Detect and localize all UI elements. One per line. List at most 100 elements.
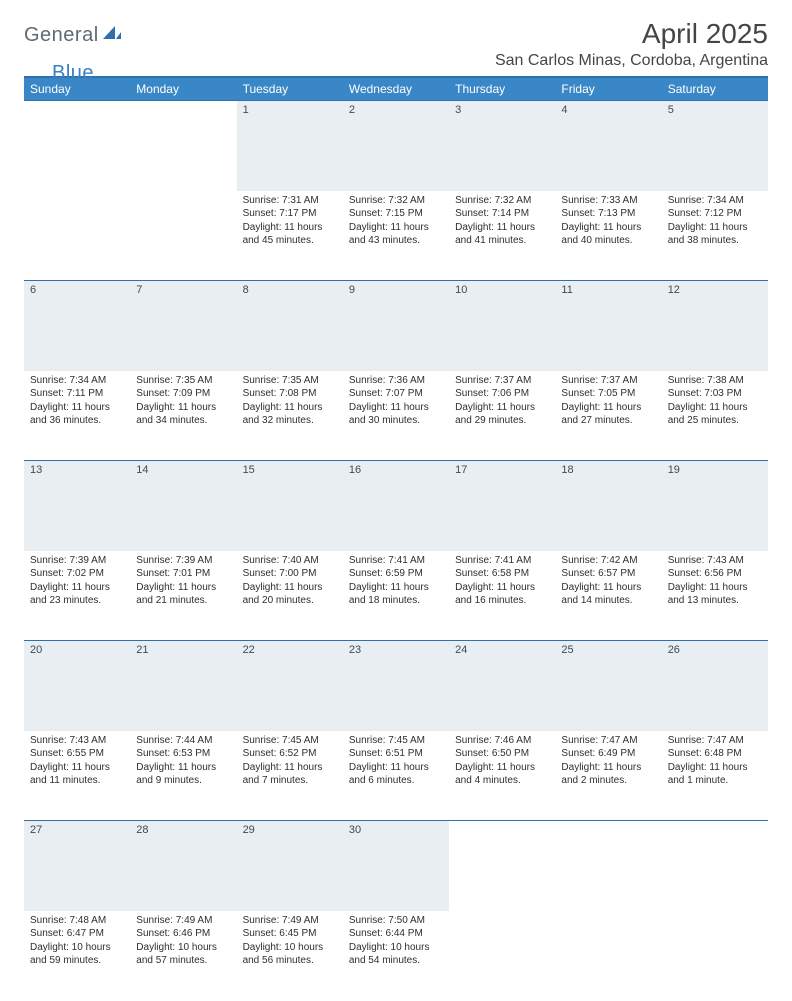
day-number-cell: 21 [130, 641, 236, 731]
day-number: 21 [130, 641, 236, 660]
day-cell-body: Sunrise: 7:41 AMSunset: 6:58 PMDaylight:… [449, 551, 555, 614]
day-cell-body: Sunrise: 7:49 AMSunset: 6:46 PMDaylight:… [130, 911, 236, 974]
day-cell: Sunrise: 7:48 AMSunset: 6:47 PMDaylight:… [24, 911, 130, 1001]
sunset-text: Sunset: 6:46 PM [136, 927, 230, 941]
day-number-cell: 30 [343, 821, 449, 911]
sunrise-text: Sunrise: 7:37 AM [561, 374, 655, 388]
daylight-text: Daylight: 11 hours and 34 minutes. [136, 401, 230, 428]
daylight-text: Daylight: 11 hours and 1 minute. [668, 761, 762, 788]
day-cell: Sunrise: 7:32 AMSunset: 7:15 PMDaylight:… [343, 191, 449, 281]
brand-sail-icon [102, 24, 122, 47]
daylight-text: Daylight: 11 hours and 25 minutes. [668, 401, 762, 428]
day-number: 11 [555, 281, 661, 300]
day-number: 28 [130, 821, 236, 840]
day-number: 22 [237, 641, 343, 660]
day-cell: Sunrise: 7:34 AMSunset: 7:12 PMDaylight:… [662, 191, 768, 281]
day-cell-body: Sunrise: 7:47 AMSunset: 6:49 PMDaylight:… [555, 731, 661, 794]
day-cell-body: Sunrise: 7:48 AMSunset: 6:47 PMDaylight:… [24, 911, 130, 974]
brand-logo: General [24, 18, 124, 47]
day-number-cell: 14 [130, 461, 236, 551]
daylight-text: Daylight: 11 hours and 20 minutes. [243, 581, 337, 608]
sunset-text: Sunset: 7:00 PM [243, 567, 337, 581]
day-number: 5 [662, 101, 768, 120]
sunset-text: Sunset: 7:11 PM [30, 387, 124, 401]
sunset-text: Sunset: 6:58 PM [455, 567, 549, 581]
sunrise-text: Sunrise: 7:31 AM [243, 194, 337, 208]
day-number: 1 [237, 101, 343, 120]
day-number-cell: 26 [662, 641, 768, 731]
day-number: 15 [237, 461, 343, 480]
day-header: Friday [555, 78, 661, 101]
day-number: 20 [24, 641, 130, 660]
day-cell: Sunrise: 7:40 AMSunset: 7:00 PMDaylight:… [237, 551, 343, 641]
daylight-text: Daylight: 11 hours and 23 minutes. [30, 581, 124, 608]
sunset-text: Sunset: 7:09 PM [136, 387, 230, 401]
day-cell: Sunrise: 7:33 AMSunset: 7:13 PMDaylight:… [555, 191, 661, 281]
sunset-text: Sunset: 7:14 PM [455, 207, 549, 221]
day-number-cell: 12 [662, 281, 768, 371]
day-cell-body: Sunrise: 7:34 AMSunset: 7:11 PMDaylight:… [24, 371, 130, 434]
day-cell-body: Sunrise: 7:33 AMSunset: 7:13 PMDaylight:… [555, 191, 661, 254]
day-cell: Sunrise: 7:32 AMSunset: 7:14 PMDaylight:… [449, 191, 555, 281]
daylight-text: Daylight: 11 hours and 2 minutes. [561, 761, 655, 788]
day-number: 2 [343, 101, 449, 120]
day-cell [662, 911, 768, 1001]
daylight-text: Daylight: 11 hours and 13 minutes. [668, 581, 762, 608]
day-number: 23 [343, 641, 449, 660]
day-cell-body: Sunrise: 7:34 AMSunset: 7:12 PMDaylight:… [662, 191, 768, 254]
daylight-text: Daylight: 11 hours and 16 minutes. [455, 581, 549, 608]
day-cell: Sunrise: 7:49 AMSunset: 6:45 PMDaylight:… [237, 911, 343, 1001]
day-number-cell: 3 [449, 101, 555, 191]
sunrise-text: Sunrise: 7:47 AM [561, 734, 655, 748]
sunrise-text: Sunrise: 7:49 AM [136, 914, 230, 928]
day-number: 6 [24, 281, 130, 300]
day-cell-body: Sunrise: 7:46 AMSunset: 6:50 PMDaylight:… [449, 731, 555, 794]
daylight-text: Daylight: 11 hours and 36 minutes. [30, 401, 124, 428]
daylight-text: Daylight: 11 hours and 9 minutes. [136, 761, 230, 788]
day-number-cell: 7 [130, 281, 236, 371]
sunset-text: Sunset: 6:45 PM [243, 927, 337, 941]
day-cell-body: Sunrise: 7:47 AMSunset: 6:48 PMDaylight:… [662, 731, 768, 794]
sunrise-text: Sunrise: 7:49 AM [243, 914, 337, 928]
day-number: 13 [24, 461, 130, 480]
week-daynum-row: 13141516171819 [24, 461, 768, 551]
day-cell: Sunrise: 7:38 AMSunset: 7:03 PMDaylight:… [662, 371, 768, 461]
header: General April 2025 San Carlos Minas, Cor… [24, 18, 768, 70]
calendar-page: General April 2025 San Carlos Minas, Cor… [0, 0, 792, 1001]
daylight-text: Daylight: 10 hours and 54 minutes. [349, 941, 443, 968]
daylight-text: Daylight: 11 hours and 30 minutes. [349, 401, 443, 428]
sunset-text: Sunset: 6:53 PM [136, 747, 230, 761]
daylight-text: Daylight: 11 hours and 7 minutes. [243, 761, 337, 788]
day-number: 4 [555, 101, 661, 120]
day-cell-body: Sunrise: 7:37 AMSunset: 7:05 PMDaylight:… [555, 371, 661, 434]
day-cell: Sunrise: 7:36 AMSunset: 7:07 PMDaylight:… [343, 371, 449, 461]
sunrise-text: Sunrise: 7:47 AM [668, 734, 762, 748]
day-cell: Sunrise: 7:44 AMSunset: 6:53 PMDaylight:… [130, 731, 236, 821]
day-cell-body: Sunrise: 7:41 AMSunset: 6:59 PMDaylight:… [343, 551, 449, 614]
day-number-cell: 15 [237, 461, 343, 551]
sunrise-text: Sunrise: 7:36 AM [349, 374, 443, 388]
daylight-text: Daylight: 11 hours and 32 minutes. [243, 401, 337, 428]
sunrise-text: Sunrise: 7:40 AM [243, 554, 337, 568]
day-number-cell: 13 [24, 461, 130, 551]
brand-text-1: General [24, 24, 99, 47]
sunrise-text: Sunrise: 7:33 AM [561, 194, 655, 208]
daylight-text: Daylight: 11 hours and 29 minutes. [455, 401, 549, 428]
day-number-cell [662, 821, 768, 911]
day-cell-body: Sunrise: 7:32 AMSunset: 7:14 PMDaylight:… [449, 191, 555, 254]
day-number: 17 [449, 461, 555, 480]
daylight-text: Daylight: 11 hours and 6 minutes. [349, 761, 443, 788]
day-cell: Sunrise: 7:43 AMSunset: 6:55 PMDaylight:… [24, 731, 130, 821]
week-daynum-row: 12345 [24, 101, 768, 191]
day-number-cell: 22 [237, 641, 343, 731]
day-number-cell: 23 [343, 641, 449, 731]
location-label: San Carlos Minas, Cordoba, Argentina [495, 52, 768, 70]
sunrise-text: Sunrise: 7:32 AM [455, 194, 549, 208]
daylight-text: Daylight: 11 hours and 38 minutes. [668, 221, 762, 248]
day-number-cell: 18 [555, 461, 661, 551]
sunset-text: Sunset: 6:57 PM [561, 567, 655, 581]
daylight-text: Daylight: 11 hours and 27 minutes. [561, 401, 655, 428]
day-number-cell: 6 [24, 281, 130, 371]
day-number: 12 [662, 281, 768, 300]
sunrise-text: Sunrise: 7:34 AM [30, 374, 124, 388]
